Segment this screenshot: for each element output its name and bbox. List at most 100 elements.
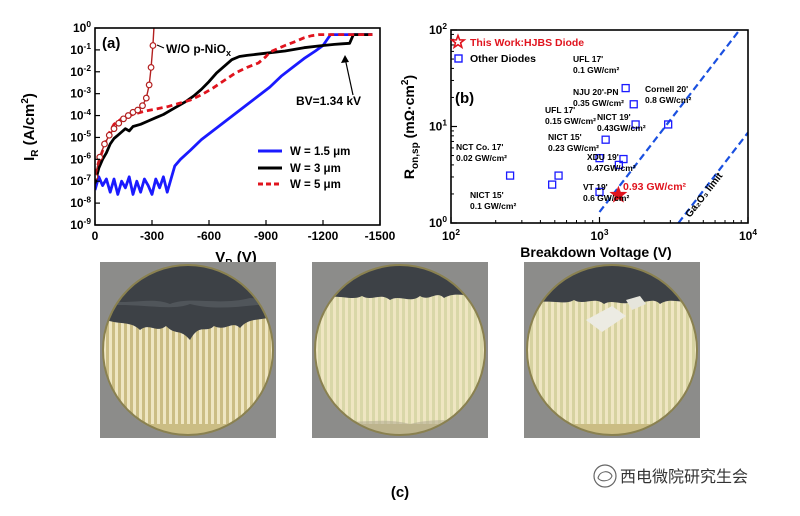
photo-finger-stripe — [593, 272, 596, 424]
chart-a-y-tick-label: 10-9 — [70, 216, 91, 232]
chart-a-y-tick-label: 10-8 — [70, 194, 91, 210]
photo-finger-stripe — [465, 272, 468, 424]
chart-a-data-point — [96, 153, 104, 161]
photo-finger-stripe — [423, 272, 426, 424]
photo-device-1 — [100, 262, 276, 438]
photo-finger-stripe — [187, 272, 190, 424]
photo-finger-stripe — [471, 272, 474, 424]
photo-finger-stripe — [205, 272, 208, 424]
chart-b-point-label: NJU 20'-PN — [573, 87, 618, 97]
photo-finger-stripe — [265, 272, 268, 424]
chart-b-other-diode-point — [595, 187, 604, 197]
photo-finger-stripe — [247, 272, 250, 424]
photo-finger-stripe — [683, 272, 686, 424]
photo-finger-stripe — [557, 272, 560, 424]
chart-a-x-tick-label: -300 — [140, 229, 164, 243]
chart-b-point-label: 0.23 GW/cm² — [548, 143, 599, 153]
chart-a-y-tick-label: 100 — [73, 19, 91, 35]
photo-finger-stripe — [211, 272, 214, 424]
chart-b-point-label: 0.47GW/cm² — [587, 163, 636, 173]
photo-finger-stripe — [411, 272, 414, 424]
legend-label-w5: W = 5 μm — [290, 179, 341, 191]
photo-finger-stripe — [533, 272, 536, 424]
chart-a-y-tick-label: 10-4 — [70, 107, 91, 123]
photo-finger-stripe — [563, 272, 566, 424]
chart-a-x-tick-label: -1200 — [308, 229, 339, 243]
photo-finger-stripe — [121, 272, 124, 424]
photo-finger-stripe — [477, 272, 480, 424]
photo-bus-bar — [103, 424, 273, 435]
chart-b-other-diode-point — [664, 120, 673, 129]
photo-finger-stripe — [605, 272, 608, 424]
chart-a-panel-label: (a) — [102, 35, 120, 52]
photo-finger-stripe — [545, 272, 548, 424]
chart-a-x-tick-label: -600 — [197, 229, 221, 243]
chart-b-point-label: NICT 19' — [597, 112, 631, 122]
chart-b-point-label: 0.1 GW/cm² — [573, 65, 619, 75]
photo-finger-stripe — [459, 272, 462, 424]
photo-panel: (c) 西电微院研究生会 — [100, 262, 748, 501]
photo-finger-stripe — [241, 272, 244, 424]
chart-b-this-work-value: 0.93 GW/cm² — [623, 181, 687, 193]
photo-finger-stripe — [103, 272, 106, 424]
chart-b-point-label: 0.35 GW/cm² — [573, 98, 624, 108]
chart-a-wo-annotation: W/O p-NiOx — [166, 42, 231, 58]
chart-b-point-label: Cornell 20' — [645, 84, 688, 94]
chart-b-point-label: UFL 17' — [573, 54, 603, 64]
chart-b-point-label: 0.43GW/cm² — [597, 123, 646, 133]
chart-a-data-point — [149, 42, 157, 49]
chart-b-point-label: XDU 19' — [587, 152, 619, 162]
photo-finger-stripe — [405, 272, 408, 424]
chart-a-data-point — [153, 12, 159, 18]
legend-square-marker — [454, 54, 463, 63]
photo-finger-stripe — [169, 272, 172, 424]
photo-finger-stripe — [345, 272, 348, 424]
chart-a-data-point — [145, 81, 153, 89]
photo-finger-stripe — [115, 272, 118, 424]
photo-finger-stripe — [259, 272, 262, 424]
photo-finger-stripe — [199, 272, 202, 424]
chart-b-limit-label: Ga₂O₃ limit — [684, 170, 726, 219]
photo-finger-stripe — [151, 272, 154, 424]
photo-finger-stripe — [321, 272, 324, 424]
chart-a-bv-arrow — [344, 57, 354, 96]
chart-a-y-tick-label: 10-6 — [70, 151, 91, 167]
photo-finger-stripe — [369, 272, 372, 424]
photo-device-3 — [524, 262, 700, 438]
chart-b-x-tick-label: 104 — [739, 227, 757, 243]
chart-a: 0 -300 -600 -900 -1200 -1500 100 10-1 10-2 10-3 10… — [20, 12, 396, 269]
chart-a-y-tick-label: 10-5 — [70, 129, 91, 145]
chart-b-other-diode-point — [601, 135, 610, 144]
chart-b-y-axis-label: Ron,sp (mΩ·cm2) — [400, 75, 421, 179]
photo-finger-stripe — [157, 272, 160, 424]
chart-a-y-tick-label: 10-7 — [70, 172, 91, 188]
chart-b-legend: This Work:HJBS Diode Other Diodes — [449, 33, 584, 65]
watermark-logo-icon — [593, 464, 617, 488]
photo-finger-stripe — [381, 272, 384, 424]
photo-finger-stripe — [235, 272, 238, 424]
photo-finger-stripe — [387, 272, 390, 424]
chart-a-data-point — [120, 115, 127, 123]
photo-finger-stripe — [363, 272, 366, 424]
photo-finger-stripe — [253, 272, 256, 424]
photo-finger-stripe — [677, 272, 680, 424]
chart-a-legend: W = 1.5 μm W = 3 μm W = 5 μm — [258, 146, 350, 191]
photo-finger-stripe — [629, 272, 632, 424]
chart-b-ga2o3-limit-line — [677, 131, 748, 223]
photo-finger-stripe — [599, 272, 602, 424]
photo-finger-stripe — [375, 272, 378, 424]
photo-finger-stripe — [223, 272, 226, 424]
photo-finger-stripe — [551, 272, 554, 424]
chart-b-point-label: 0.8 GW/cm² — [645, 95, 691, 105]
chart-b-other-diode-point — [614, 160, 624, 170]
photo-finger-stripe — [429, 272, 432, 424]
photo-finger-stripe — [671, 272, 674, 424]
chart-b-point-label: 0.15 GW/cm² — [545, 116, 596, 126]
legend-label-w3: W = 3 μm — [290, 163, 341, 175]
chart-a-series-line — [95, 33, 373, 184]
chart-a-y-tick-label: 10-3 — [70, 85, 91, 101]
photo-finger-stripe — [109, 272, 112, 424]
chart-b-other-diode-point — [554, 171, 563, 180]
photo-finger-stripe — [647, 272, 650, 424]
